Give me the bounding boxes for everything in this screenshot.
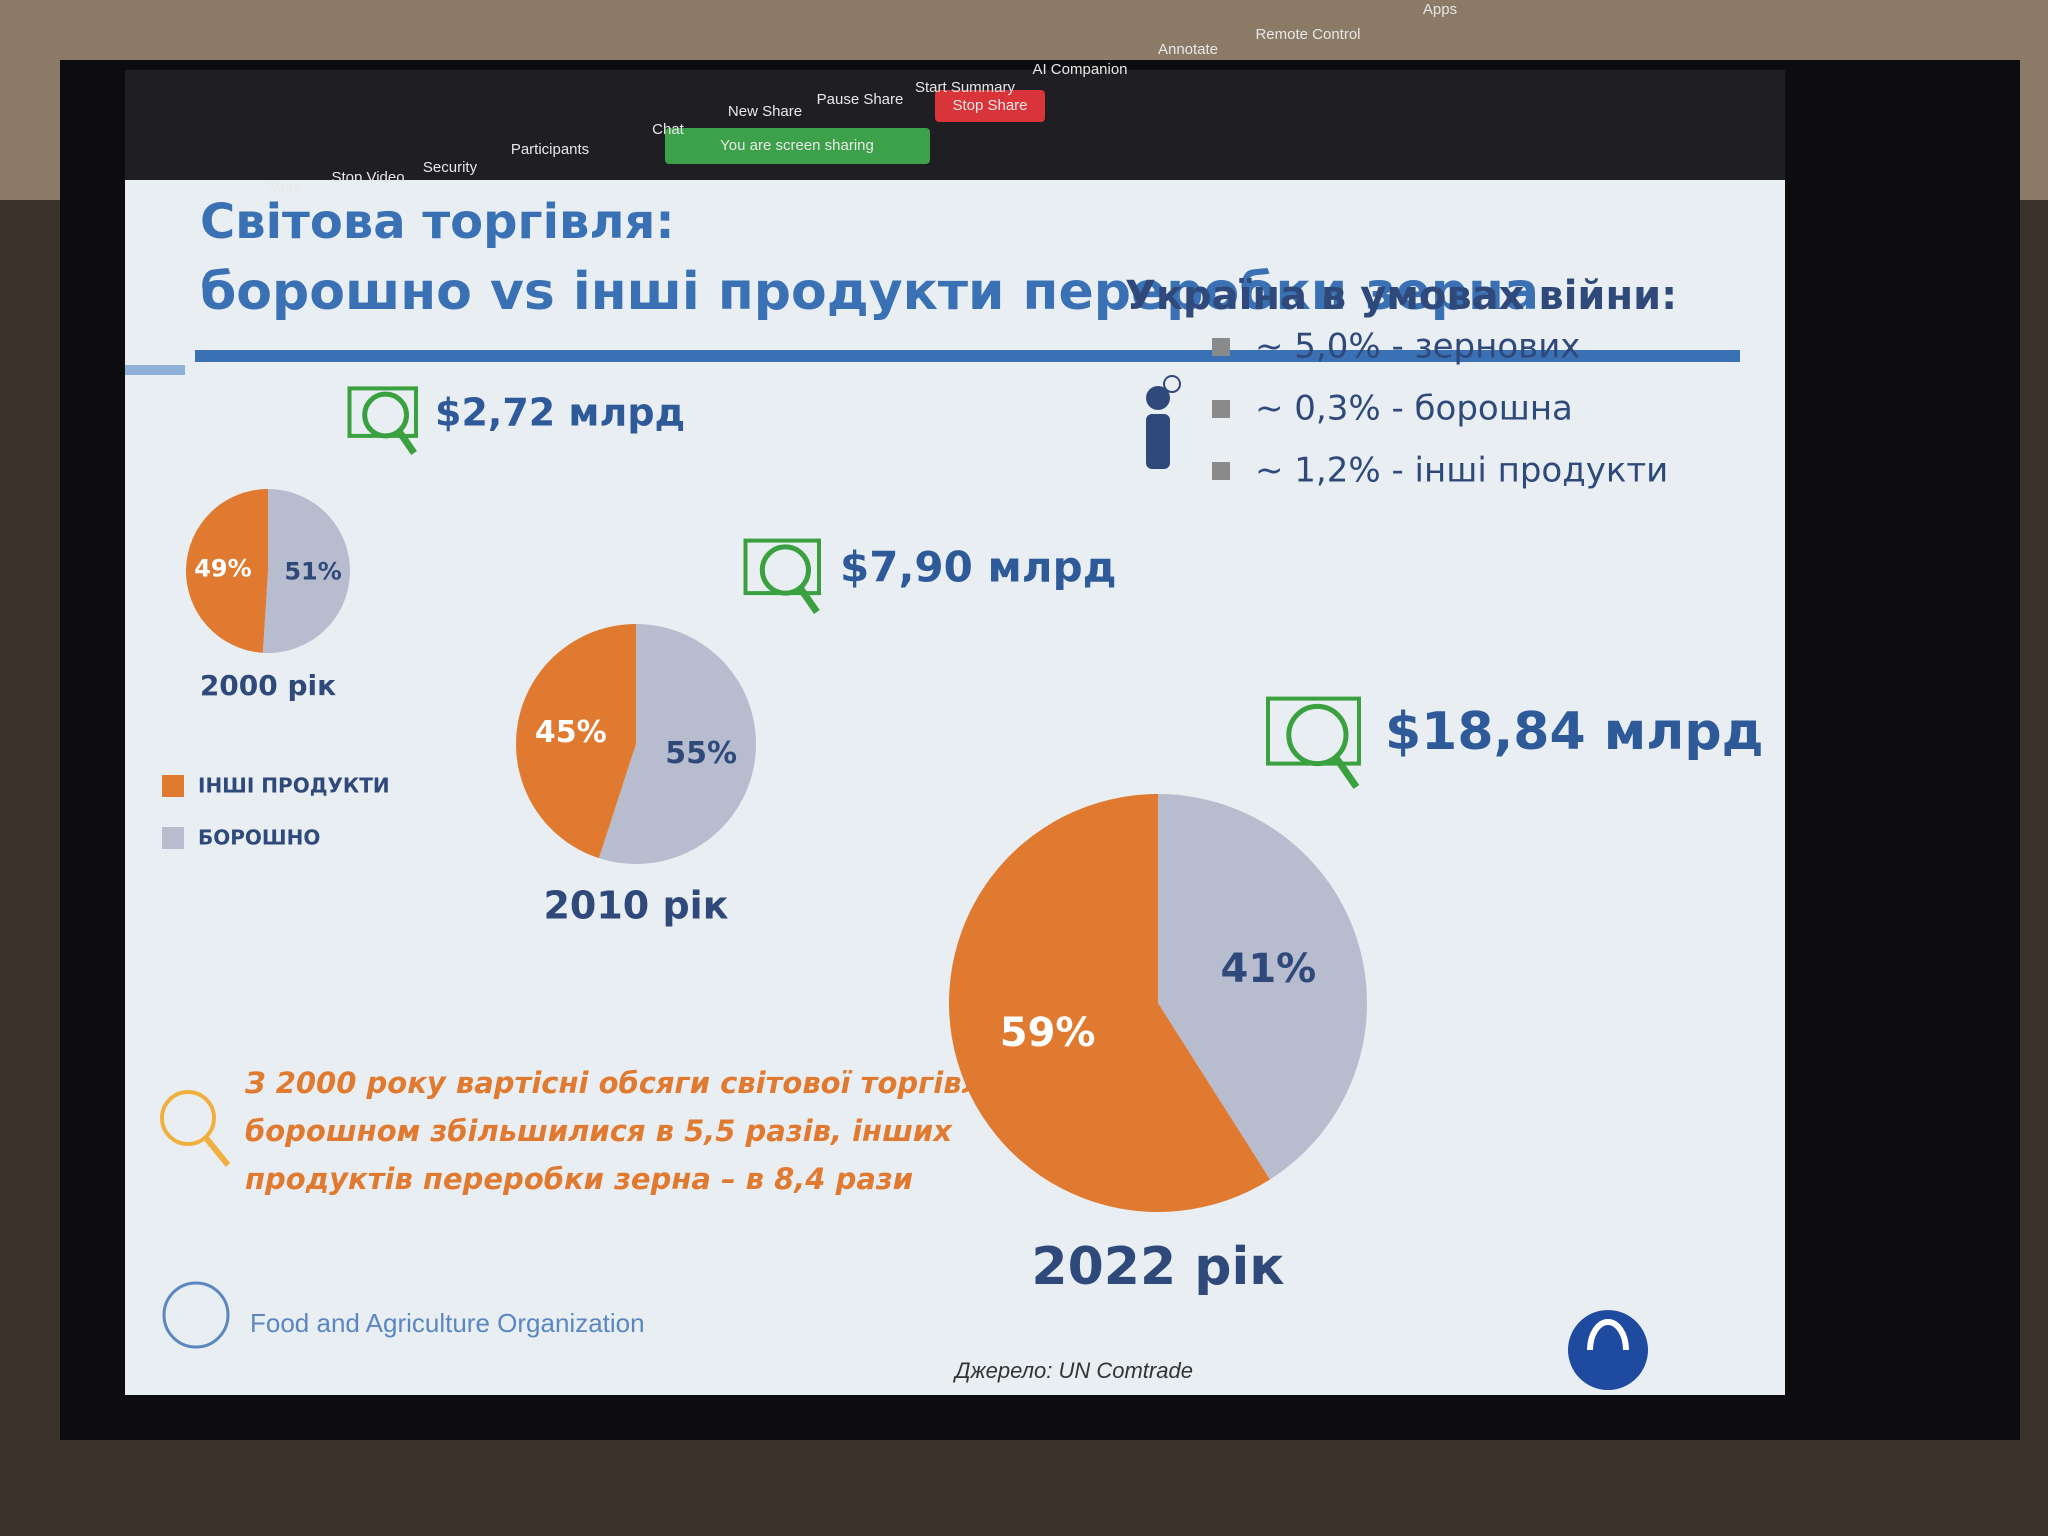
- bullet-square: [1212, 338, 1230, 356]
- pie-charts: 51% 49% 2000 рік $2,72 млрд 55% 45% 2010 рік $7…: [162, 386, 1764, 1297]
- ebrd-logo-mark: [1587, 1319, 1629, 1351]
- value-label: 41%: [1221, 946, 1317, 992]
- magnifier-handle: [396, 429, 417, 455]
- fao-logo: [162, 1281, 230, 1349]
- note-line: борошном збільшилися в 5,5 разів, інших: [245, 1114, 953, 1148]
- year-label: 2000 рік: [200, 669, 336, 702]
- zoom-toolbar: [125, 70, 1785, 180]
- legend-swatch: [162, 827, 184, 849]
- organization: Food and Agriculture Organization: [250, 1308, 645, 1338]
- toolbar-item[interactable]: Participants: [511, 141, 589, 158]
- toolbar-item[interactable]: Remote Control: [1255, 26, 1360, 43]
- toolbar-item[interactable]: AI Companion: [1032, 61, 1127, 78]
- ukraine-bullets: ~ 5,0% - зернових ~ 0,3% - борошна ~ 1,2% …: [1212, 327, 1668, 491]
- value-label: 49%: [194, 555, 251, 583]
- value-label: 55%: [665, 736, 737, 771]
- year-label: 2010 рік: [543, 884, 728, 928]
- title-rule: [195, 350, 1740, 362]
- toolbar-item[interactable]: Pause Share: [817, 91, 904, 108]
- toolbar-items: Mute Stop Video Security Participants Chat Ne…: [268, 1, 1457, 196]
- pie-slice: [516, 624, 636, 859]
- person-icon: [1146, 375, 1181, 469]
- sharing-notice: You are screen sharing: [720, 137, 874, 154]
- stop-share-button[interactable]: [935, 90, 1045, 122]
- pie-slice: [1158, 794, 1367, 1180]
- note-line: продуктів переробки зерна – в 8,4 рази: [245, 1162, 913, 1196]
- note-icon-handle: [203, 1136, 231, 1167]
- toolbar-item[interactable]: Annotate: [1158, 41, 1218, 58]
- note-line: З 2000 року вартісні обсяги світової тор…: [244, 1066, 994, 1100]
- legend-label: ІНШІ ПРОДУКТИ: [198, 774, 390, 798]
- bullet-text: ~ 5,0% - зернових: [1255, 327, 1580, 367]
- title-line2: борошно vs інші продукти переробки зерна: [200, 262, 1539, 322]
- magnifier-handle: [1332, 755, 1360, 789]
- bullet-square: [1212, 462, 1230, 480]
- toolbar-item[interactable]: New Share: [728, 103, 802, 120]
- stop-share[interactable]: Stop Share: [952, 97, 1027, 114]
- total-label: $7,90 млрд: [840, 543, 1117, 592]
- legend-swatch: [162, 775, 184, 797]
- pie-slice: [262, 489, 350, 653]
- toolbar-item[interactable]: Chat: [652, 121, 685, 138]
- note-icon: [160, 1090, 216, 1146]
- total-label: $2,72 млрд: [435, 391, 685, 435]
- magnifier-icon: [1286, 703, 1349, 767]
- ukraine-heading: Україна в умовах війни:: [1125, 273, 1677, 319]
- magnifier-icon: [362, 391, 410, 439]
- note: З 2000 року вартісні обсяги світової тор…: [244, 1066, 994, 1196]
- year-label: 2022 рік: [1031, 1237, 1284, 1297]
- toolbar-item[interactable]: Mute: [268, 179, 301, 196]
- toolbar-item[interactable]: Security: [423, 159, 478, 176]
- value-label: 51%: [284, 557, 341, 585]
- value-label: 59%: [1000, 1010, 1096, 1056]
- bullet-square: [1212, 400, 1230, 418]
- pie-slice: [598, 624, 757, 864]
- title-rule-accent: [125, 365, 185, 375]
- bullet-text: ~ 0,3% - борошна: [1255, 389, 1573, 429]
- magnifier-handle: [797, 585, 820, 614]
- pie-slice: [948, 794, 1270, 1212]
- toolbar-item[interactable]: Start Summary: [915, 79, 1016, 96]
- sharing-notice-box: [665, 128, 930, 164]
- toolbar-item[interactable]: Apps: [1423, 1, 1457, 18]
- bullet-text: ~ 1,2% - інші продукти: [1255, 451, 1668, 491]
- magnifier-icon: [759, 544, 812, 596]
- toolbar-item[interactable]: Stop Video: [331, 169, 404, 186]
- pie-slice: [185, 489, 268, 653]
- source: Джерело: UN Comtrade: [952, 1358, 1193, 1383]
- ebrd-logo: [1568, 1310, 1648, 1390]
- value-label: 45%: [535, 715, 607, 750]
- total-label: $18,84 млрд: [1385, 702, 1764, 762]
- legend-label: БОРОШНО: [198, 826, 320, 850]
- title-line1: Світова торгівля:: [200, 194, 675, 250]
